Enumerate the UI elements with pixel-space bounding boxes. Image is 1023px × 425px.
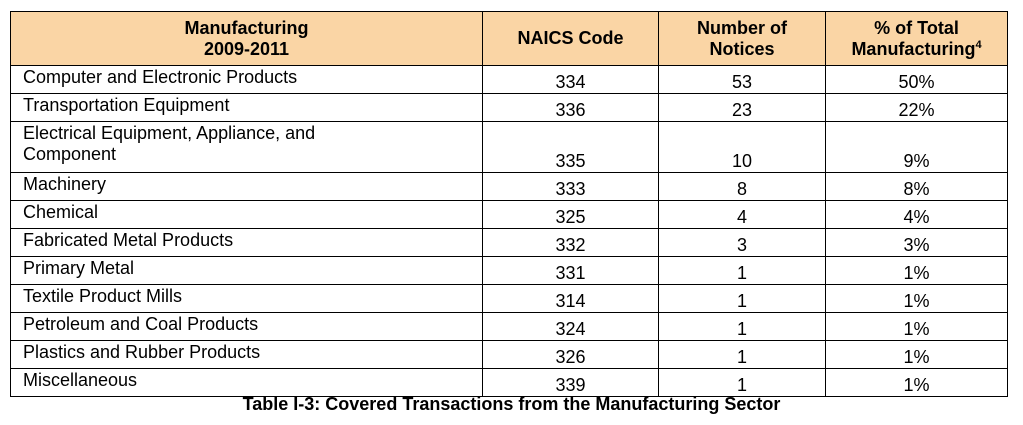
table-caption: Table I-3: Covered Transactions from the… bbox=[242, 394, 781, 414]
row-name: Electrical Equipment, Appliance, and Com… bbox=[10, 121, 483, 173]
row-percent: 1% bbox=[825, 256, 1008, 285]
table-row: Electrical Equipment, Appliance, and Com… bbox=[10, 121, 1008, 173]
row-name: Miscellaneous bbox=[10, 368, 483, 397]
row-name-line1: Electrical Equipment, Appliance, and bbox=[23, 123, 316, 143]
header-manufacturing-line1: Manufacturing bbox=[184, 17, 309, 38]
row-notices: 1 bbox=[658, 284, 826, 313]
row-name: Primary Metal bbox=[10, 256, 483, 285]
row-name: Fabricated Metal Products bbox=[10, 228, 483, 257]
row-notices: 1 bbox=[658, 312, 826, 341]
table-header-row: Manufacturing 2009-2011 NAICS Code Numbe… bbox=[10, 11, 1008, 66]
header-notices-line1: Number of bbox=[697, 17, 787, 38]
table-row: Plastics and Rubber Products 326 1 1% bbox=[10, 340, 1008, 369]
table-row: Transportation Equipment 336 23 22% bbox=[10, 93, 1008, 122]
row-percent: 1% bbox=[825, 368, 1008, 397]
row-notices: 23 bbox=[658, 93, 826, 122]
footnote-marker: 4 bbox=[975, 38, 982, 51]
row-notices: 1 bbox=[658, 340, 826, 369]
manufacturing-table: Manufacturing 2009-2011 NAICS Code Numbe… bbox=[10, 11, 1008, 397]
row-notices: 10 bbox=[658, 121, 826, 173]
row-percent: 1% bbox=[825, 312, 1008, 341]
header-percent-line1: % of Total bbox=[874, 17, 959, 38]
header-manufacturing: Manufacturing 2009-2011 bbox=[10, 11, 483, 66]
header-naics-code: NAICS Code bbox=[482, 11, 659, 66]
row-notices: 1 bbox=[658, 368, 826, 397]
header-percent-line2: Manufacturing bbox=[851, 38, 976, 59]
table-row: Fabricated Metal Products 332 3 3% bbox=[10, 228, 1008, 257]
row-naics: 325 bbox=[482, 200, 659, 229]
header-percent-total: % of Total Manufacturing4 bbox=[825, 11, 1008, 66]
table-row: Chemical 325 4 4% bbox=[10, 200, 1008, 229]
row-percent: 22% bbox=[825, 93, 1008, 122]
row-percent: 9% bbox=[825, 121, 1008, 173]
row-naics: 331 bbox=[482, 256, 659, 285]
table-row: Petroleum and Coal Products 324 1 1% bbox=[10, 312, 1008, 341]
row-naics: 335 bbox=[482, 121, 659, 173]
row-name: Machinery bbox=[10, 172, 483, 201]
row-percent: 1% bbox=[825, 340, 1008, 369]
row-notices: 1 bbox=[658, 256, 826, 285]
row-notices: 53 bbox=[658, 65, 826, 94]
table-row: Computer and Electronic Products 334 53 … bbox=[10, 65, 1008, 94]
table-row: Primary Metal 331 1 1% bbox=[10, 256, 1008, 285]
row-percent: 3% bbox=[825, 228, 1008, 257]
row-naics: 326 bbox=[482, 340, 659, 369]
row-name: Computer and Electronic Products bbox=[10, 65, 483, 94]
row-naics: 333 bbox=[482, 172, 659, 201]
row-naics: 339 bbox=[482, 368, 659, 397]
table-row: Miscellaneous 339 1 1% bbox=[10, 368, 1008, 397]
row-percent: 1% bbox=[825, 284, 1008, 313]
row-notices: 8 bbox=[658, 172, 826, 201]
row-naics: 332 bbox=[482, 228, 659, 257]
row-name: Transportation Equipment bbox=[10, 93, 483, 122]
row-naics: 336 bbox=[482, 93, 659, 122]
row-name: Petroleum and Coal Products bbox=[10, 312, 483, 341]
row-naics: 314 bbox=[482, 284, 659, 313]
row-percent: 4% bbox=[825, 200, 1008, 229]
row-naics: 324 bbox=[482, 312, 659, 341]
row-name-line2: Component bbox=[23, 144, 117, 164]
row-naics: 334 bbox=[482, 65, 659, 94]
header-naics-label: NAICS Code bbox=[517, 28, 624, 48]
table-row: Textile Product Mills 314 1 1% bbox=[10, 284, 1008, 313]
row-name: Plastics and Rubber Products bbox=[10, 340, 483, 369]
header-number-of-notices: Number of Notices bbox=[658, 11, 826, 66]
row-notices: 3 bbox=[658, 228, 826, 257]
row-percent: 8% bbox=[825, 172, 1008, 201]
row-notices: 4 bbox=[658, 200, 826, 229]
table-row: Machinery 333 8 8% bbox=[10, 172, 1008, 201]
header-manufacturing-line2: 2009-2011 bbox=[203, 38, 290, 59]
row-name: Chemical bbox=[10, 200, 483, 229]
row-percent: 50% bbox=[825, 65, 1008, 94]
row-name: Textile Product Mills bbox=[10, 284, 483, 313]
header-notices-line2: Notices bbox=[709, 38, 775, 59]
